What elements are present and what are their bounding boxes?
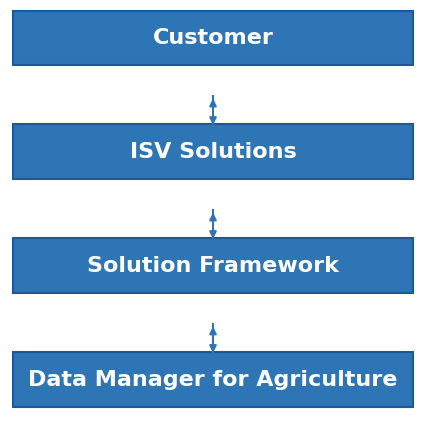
Text: Data Manager for Agriculture: Data Manager for Agriculture — [28, 370, 398, 390]
Text: Solution Framework: Solution Framework — [87, 256, 339, 276]
FancyBboxPatch shape — [13, 124, 413, 179]
Text: Customer: Customer — [153, 28, 273, 48]
FancyBboxPatch shape — [13, 352, 413, 407]
Text: ISV Solutions: ISV Solutions — [130, 142, 296, 162]
FancyBboxPatch shape — [13, 11, 413, 65]
FancyBboxPatch shape — [13, 238, 413, 293]
